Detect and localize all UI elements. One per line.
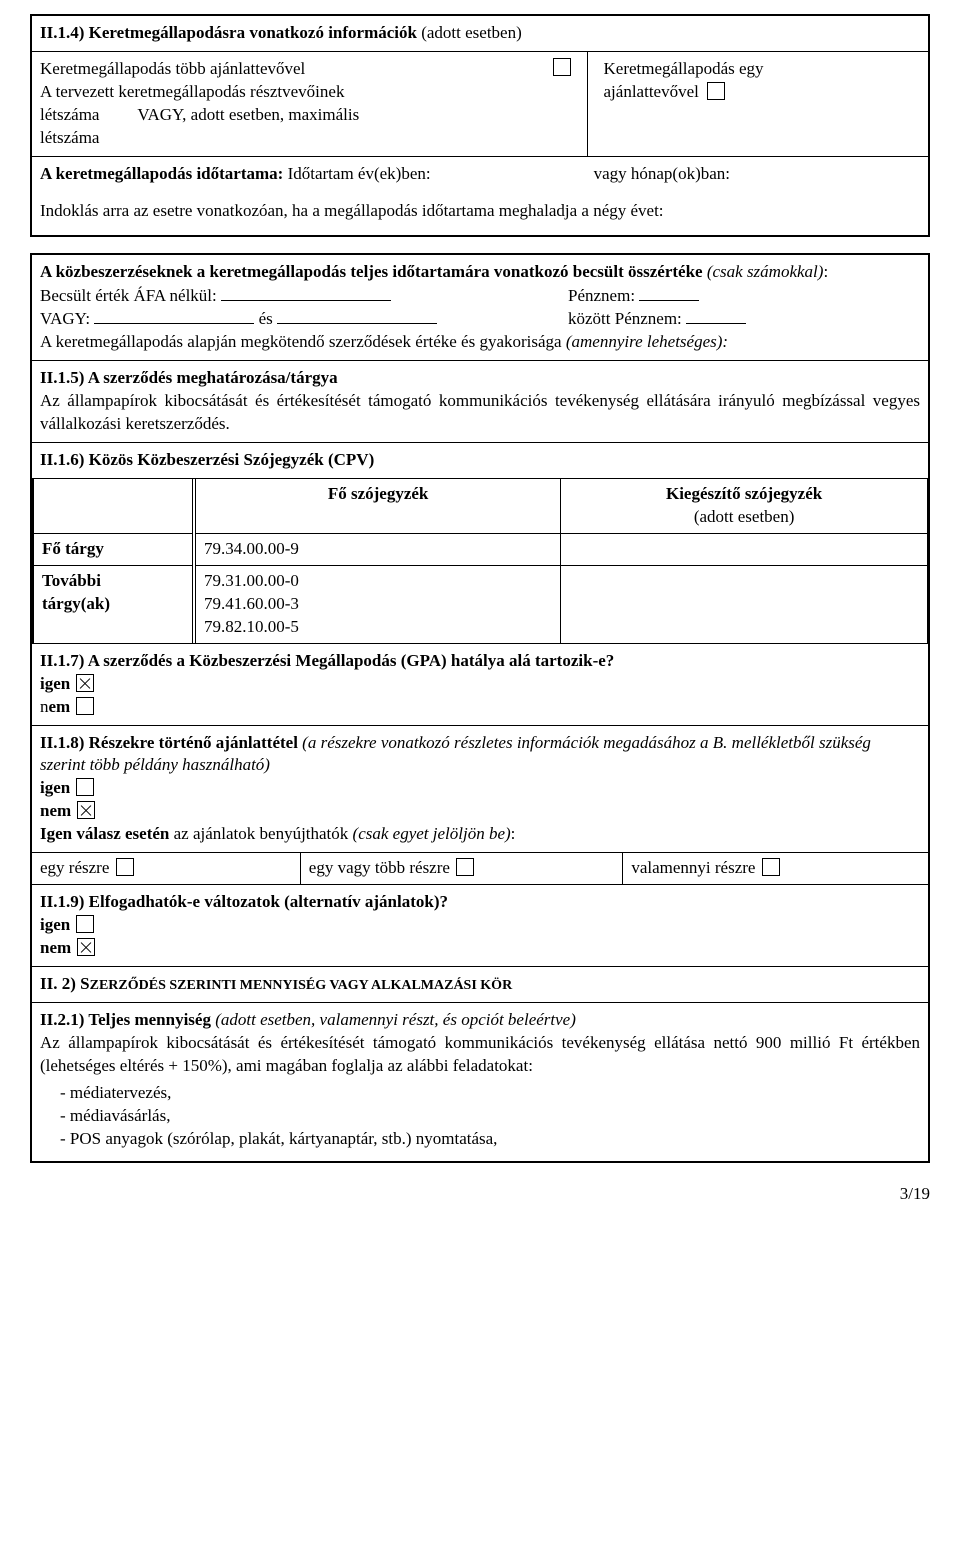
duration-label: A keretmegállapodás időtartama: (40, 164, 283, 183)
ii-2-1-heading-note: (adott esetben, valamennyi részt, és opc… (211, 1010, 576, 1029)
ii-1-4-right-line1: Keretmegállapodás egy (604, 58, 920, 81)
kozbesz-becsult: Becsült érték ÁFA nélkül: (40, 286, 217, 305)
cpv-row2-label-b: tárgy(ak) (42, 593, 184, 616)
ii-1-9-nem: nem (40, 938, 71, 957)
checkbox-variants-yes[interactable] (76, 915, 94, 933)
kozbesz-heading: A közbeszerzéseknek a keretmegállapodás … (40, 262, 703, 281)
kozbesz-line4a: A keretmegállapodás alapján megkötendő s… (40, 332, 566, 351)
kozbesz-es: és (259, 309, 273, 328)
ii-1-6-heading: II.1.6) Közös Közbeszerzési Szójegyzék (… (40, 449, 920, 478)
ii-1-5-body: Az állampapírok kibocsátását és értékesí… (40, 390, 920, 436)
checkbox-one-part[interactable] (116, 858, 134, 876)
list-item: POS anyagok (szórólap, plakát, kártyanap… (78, 1128, 920, 1151)
checkbox-parts-yes[interactable] (76, 778, 94, 796)
ii-1-4-left: Keretmegállapodás több ajánlattevővel A … (32, 52, 588, 156)
checkbox-gpa-yes[interactable] (76, 674, 94, 692)
ii-1-8-igenvalasz-c: (csak egyet jelöljön be) (353, 824, 511, 843)
ii-1-4-left-line3: létszáma (40, 127, 571, 150)
ii-1-7-heading: II.1.7) A szerződés a Közbeszerzési Megá… (40, 650, 920, 673)
section-main-table: A közbeszerzéseknek a keretmegállapodás … (30, 253, 930, 1163)
cpv-col1: Fő szójegyzék (194, 479, 561, 533)
checkbox-variants-no[interactable] (77, 938, 95, 956)
ii-1-4-left-vagy: VAGY, adott esetben, maximális (137, 105, 359, 124)
cpv-table: Fő szójegyzék Kiegészítő szójegyzék (ado… (32, 479, 928, 643)
ii-1-4-heading: II.1.4) Keretmegállapodásra vonatkozó in… (40, 23, 417, 42)
opt-multi-part: egy vagy több részre (309, 858, 450, 877)
penznem-input-1[interactable] (639, 284, 699, 301)
kozbesz-line4b: (amennyire lehetséges): (566, 332, 728, 351)
cpv-row2-val-1: 79.41.60.00-3 (204, 593, 552, 616)
checkbox-parts-no[interactable] (77, 801, 95, 819)
vagy-from-input[interactable] (94, 307, 254, 324)
section-II-1-4-table: II.1.4) Keretmegállapodásra vonatkozó in… (30, 14, 930, 237)
checkbox-gpa-no[interactable] (76, 697, 94, 715)
becsult-input[interactable] (221, 284, 391, 301)
ii-2-heading: II. 2) SZERZŐDÉS SZERINTI MENNYISÉG VAGY… (40, 974, 512, 993)
ii-1-7-igen: igen (40, 674, 70, 693)
cpv-col2b: (adott esetben) (569, 506, 919, 529)
checkbox-multi-tenderer[interactable] (553, 58, 571, 76)
indoklas-text: Indoklás arra az esetre vonatkozóan, ha … (40, 200, 920, 223)
checkbox-all-parts[interactable] (762, 858, 780, 876)
checkbox-single-tenderer[interactable] (707, 82, 725, 100)
cpv-row1-val: 79.34.00.00-9 (194, 533, 561, 565)
cpv-row2-val-0: 79.31.00.00-0 (204, 570, 552, 593)
list-item: médiatervezés, (78, 1082, 920, 1105)
ii-1-8-heading: II.1.8) Részekre történő ajánlattétel (40, 733, 298, 752)
ii-1-9-heading: II.1.9) Elfogadhatók-e változatok (alter… (40, 891, 920, 914)
page-number: 3/19 (30, 1163, 930, 1206)
ii-1-7-nem-em: em (49, 697, 71, 716)
duration-months: vagy hónap(ok)ban: (594, 164, 730, 183)
cpv-row2-val-2: 79.82.10.00-5 (204, 616, 552, 639)
ii-1-8-igenvalasz-b: az ajánlatok benyújthatók (169, 824, 352, 843)
ii-1-4-right: Keretmegállapodás egy ajánlattevővel (588, 52, 928, 156)
cpv-col2: Kiegészítő szójegyzék (adott esetben) (561, 479, 928, 533)
ii-1-7-nem-n: n (40, 697, 49, 716)
cpv-col2a: Kiegészítő szójegyzék (569, 483, 919, 506)
duration-years: Időtartam év(ek)ben: (283, 164, 430, 183)
kozbesz-heading-note: (csak számokkal) (703, 262, 824, 281)
ii-2-1-heading: II.2.1) Teljes mennyiség (40, 1010, 211, 1029)
checkbox-multi-part[interactable] (456, 858, 474, 876)
ii-1-4-heading-note: (adott esetben) (417, 23, 522, 42)
ii-1-4-right-line2: ajánlattevővel (604, 82, 699, 101)
list-item: médiavásárlás, (78, 1105, 920, 1128)
ii-2-1-list: médiatervezés, médiavásárlás, POS anyago… (40, 1082, 920, 1151)
penznem-input-2[interactable] (686, 307, 746, 324)
opt-all-parts: valamennyi részre (631, 858, 755, 877)
kozbesz-penznem: Pénznem: (568, 286, 635, 305)
opt-one-part: egy részre (40, 858, 109, 877)
ii-1-4-left-line2b: létszáma (40, 105, 99, 124)
ii-1-5-heading: II.1.5) A szerződés meghatározása/tárgya (40, 367, 920, 390)
vagy-to-input[interactable] (277, 307, 437, 324)
ii-1-8-igen: igen (40, 778, 70, 797)
cpv-row2-label-a: További (42, 570, 184, 593)
ii-1-8-igenvalasz-a: Igen válasz esetén (40, 824, 169, 843)
ii-2-1-body: Az állampapírok kibocsátását és értékesí… (40, 1032, 920, 1078)
kozbesz-vagy: VAGY: (40, 309, 90, 328)
ii-1-4-left-line2a: A tervezett keretmegállapodás résztvevői… (40, 81, 571, 104)
cpv-row1-label: Fő tárgy (33, 533, 194, 565)
ii-1-9-igen: igen (40, 915, 70, 934)
ii-1-8-nem: nem (40, 801, 71, 820)
kozbesz-kozott: között Pénznem: (568, 309, 682, 328)
ii-1-4-left-line1: Keretmegállapodás több ajánlattevővel (40, 58, 305, 81)
